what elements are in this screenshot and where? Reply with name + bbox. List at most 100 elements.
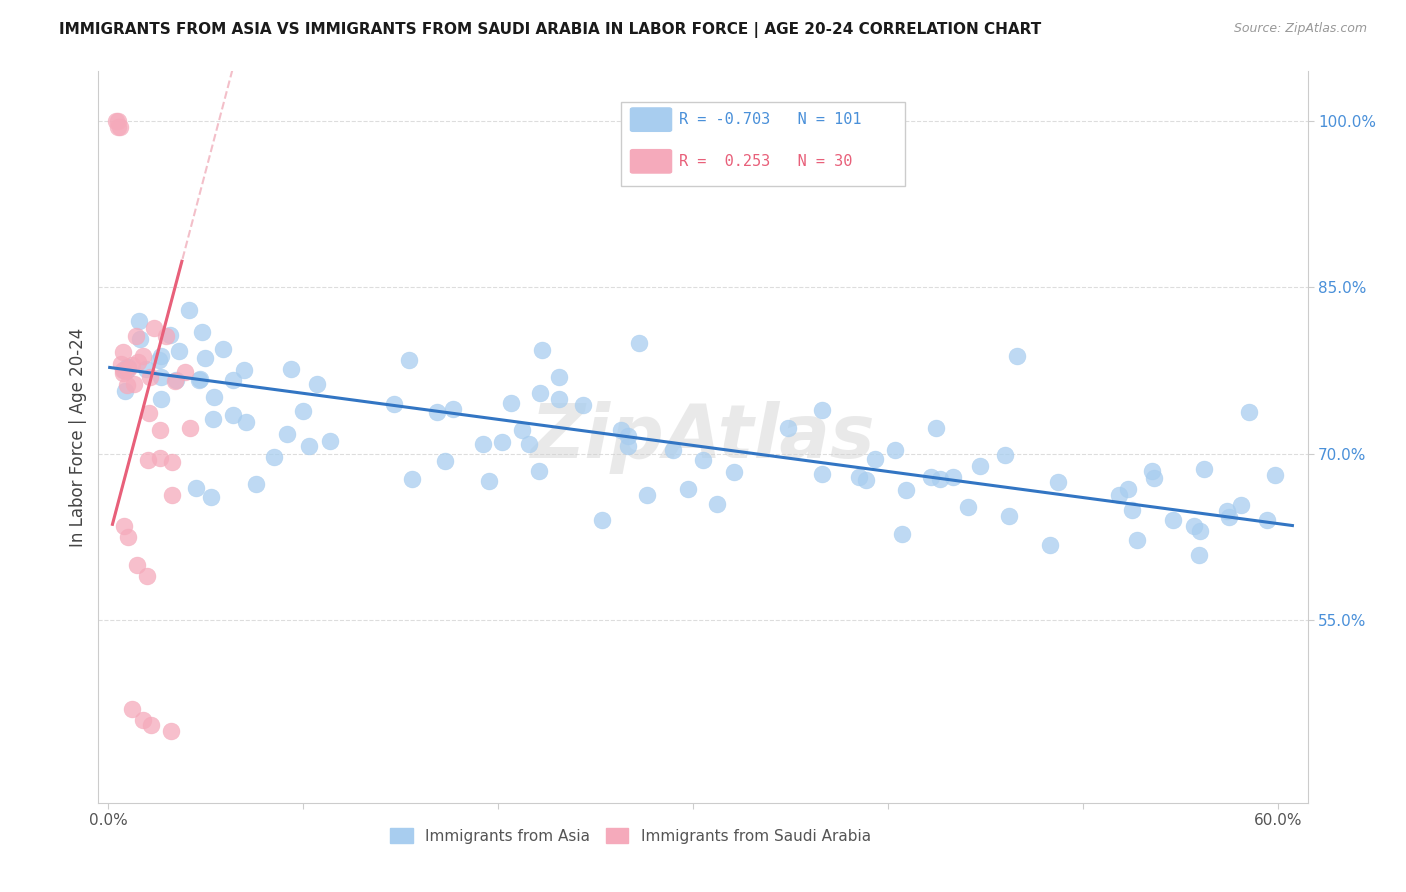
Point	[382, 397, 405, 411]
Point	[547, 370, 569, 384]
Point	[129, 332, 152, 346]
Point	[499, 396, 522, 410]
Point	[138, 406, 160, 420]
Point	[177, 302, 200, 317]
Point	[121, 358, 143, 372]
Point	[531, 343, 554, 357]
Point	[132, 713, 155, 727]
Point	[1039, 538, 1062, 552]
Point	[194, 351, 217, 366]
Point	[319, 434, 342, 449]
Point	[108, 120, 131, 134]
Point	[127, 558, 149, 572]
Point	[136, 453, 159, 467]
Point	[863, 452, 886, 467]
Point	[1121, 503, 1143, 517]
Point	[117, 530, 139, 544]
Point	[150, 369, 173, 384]
Point	[200, 490, 222, 504]
Point	[1215, 504, 1237, 518]
Point	[160, 488, 183, 502]
Point	[471, 437, 494, 451]
Legend: Immigrants from Asia, Immigrants from Saudi Arabia: Immigrants from Asia, Immigrants from Sa…	[384, 822, 877, 850]
Point	[136, 568, 159, 582]
Point	[104, 114, 127, 128]
Point	[107, 114, 129, 128]
Point	[112, 363, 135, 377]
Point	[706, 497, 728, 511]
Point	[276, 427, 298, 442]
Point	[127, 355, 149, 369]
Point	[661, 442, 683, 457]
Point	[1125, 533, 1147, 548]
Point	[280, 361, 302, 376]
Point	[165, 373, 187, 387]
Point	[132, 349, 155, 363]
Point	[163, 375, 186, 389]
Point	[517, 437, 540, 451]
Point	[148, 352, 170, 367]
Point	[993, 448, 1015, 462]
Point	[149, 450, 172, 465]
Point	[1046, 475, 1069, 489]
Point	[212, 342, 235, 356]
Point	[617, 439, 640, 453]
Point	[115, 359, 138, 374]
Point	[235, 415, 257, 429]
Point	[202, 411, 225, 425]
Point	[114, 384, 136, 398]
Point	[111, 363, 134, 377]
Point	[855, 474, 877, 488]
Point	[160, 455, 183, 469]
Point	[1161, 513, 1184, 527]
Point	[155, 329, 177, 343]
Point	[112, 518, 135, 533]
Point	[610, 424, 633, 438]
FancyBboxPatch shape	[630, 108, 672, 131]
Point	[1142, 464, 1164, 478]
Point	[529, 386, 551, 401]
Point	[125, 329, 148, 343]
Point	[441, 402, 464, 417]
Point	[188, 372, 211, 386]
Point	[110, 358, 132, 372]
Point	[1192, 462, 1215, 476]
Point	[510, 423, 533, 437]
Point	[527, 464, 550, 478]
FancyBboxPatch shape	[621, 102, 905, 186]
Text: Source: ZipAtlas.com: Source: ZipAtlas.com	[1233, 22, 1367, 36]
Point	[998, 509, 1021, 524]
Point	[107, 120, 129, 134]
Point	[636, 488, 658, 502]
Point	[477, 475, 499, 489]
Point	[297, 439, 319, 453]
Text: ZipAtlas: ZipAtlas	[530, 401, 876, 474]
Point	[676, 482, 699, 496]
Point	[149, 423, 172, 437]
Point	[292, 404, 315, 418]
Point	[305, 376, 328, 391]
Text: R =  0.253   N = 30: R = 0.253 N = 30	[679, 153, 852, 169]
Point	[894, 483, 917, 498]
Point	[179, 420, 201, 434]
Point	[122, 377, 145, 392]
Point	[1118, 482, 1140, 496]
Point	[723, 465, 745, 479]
Point	[222, 408, 245, 422]
Point	[942, 470, 965, 484]
Text: R = -0.703   N = 101: R = -0.703 N = 101	[679, 112, 862, 128]
Point	[111, 366, 134, 380]
Point	[627, 335, 650, 350]
Point	[121, 701, 143, 715]
Point	[398, 352, 420, 367]
Point	[191, 326, 214, 340]
Point	[925, 421, 948, 435]
Point	[159, 328, 181, 343]
Point	[117, 362, 139, 376]
Point	[115, 364, 138, 378]
Point	[174, 365, 197, 379]
Point	[1256, 513, 1278, 527]
Point	[571, 398, 593, 412]
Point	[1182, 519, 1205, 533]
Point	[547, 392, 569, 407]
